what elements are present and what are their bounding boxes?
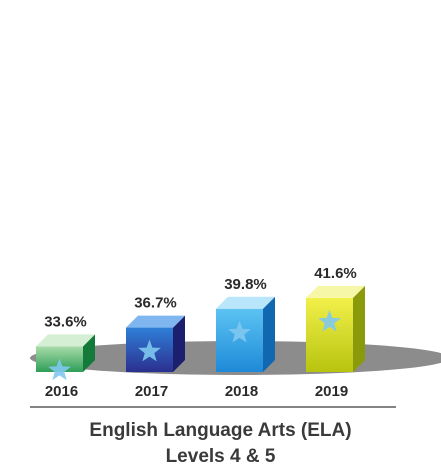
bar-side-2017 — [173, 315, 185, 372]
star-icon — [48, 358, 71, 381]
bar-top-2016 — [36, 334, 95, 347]
star-icon — [318, 309, 341, 332]
bar-side-2019 — [353, 285, 365, 372]
bar-top-2019 — [306, 285, 365, 298]
bar-side-2016 — [83, 334, 95, 372]
labels-layer: 33.6% 2016 36.7% 2017 39.8% 2018 41.6% 2019 — [44, 265, 357, 400]
star-icon — [228, 320, 251, 343]
value-label-2019: 41.6% — [314, 265, 357, 282]
bar-front-2018 — [216, 308, 263, 372]
value-label-2018: 39.8% — [224, 276, 267, 293]
chart-subtitle: Levels 4 & 5 — [165, 446, 276, 467]
chart-title: English Language Arts (ELA) — [89, 420, 352, 441]
value-label-2016: 33.6% — [44, 313, 87, 330]
bar-top-2018 — [216, 296, 275, 309]
category-label-2018: 2018 — [225, 383, 258, 400]
bar-side-2018 — [263, 296, 275, 372]
star-icon — [138, 339, 161, 362]
bar-2016 — [36, 334, 95, 381]
bar-top-2017 — [126, 315, 185, 328]
category-label-2016: 2016 — [45, 383, 78, 400]
category-label-2019: 2019 — [315, 383, 348, 400]
bar-2019 — [306, 285, 365, 372]
bar-2017 — [126, 315, 185, 372]
bars-layer — [36, 285, 365, 381]
bar-front-2019 — [306, 297, 353, 372]
value-label-2017: 36.7% — [134, 295, 177, 312]
category-label-2017: 2017 — [135, 383, 168, 400]
bar-2018 — [216, 296, 275, 372]
